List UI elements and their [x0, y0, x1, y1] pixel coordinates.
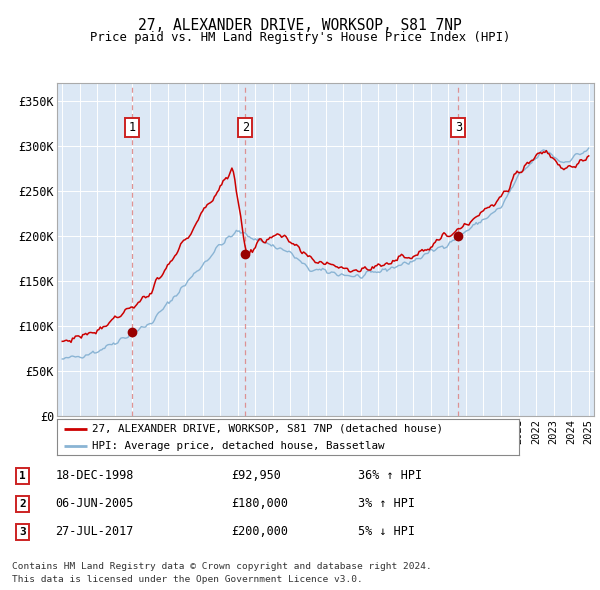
Text: 2: 2: [242, 121, 249, 134]
Text: 3: 3: [19, 527, 26, 537]
Text: £200,000: £200,000: [231, 525, 288, 538]
Text: 1: 1: [128, 121, 136, 134]
Text: 27-JUL-2017: 27-JUL-2017: [55, 525, 134, 538]
Text: 3% ↑ HPI: 3% ↑ HPI: [358, 497, 415, 510]
Text: Contains HM Land Registry data © Crown copyright and database right 2024.: Contains HM Land Registry data © Crown c…: [12, 562, 432, 571]
Text: This data is licensed under the Open Government Licence v3.0.: This data is licensed under the Open Gov…: [12, 575, 363, 584]
Text: £180,000: £180,000: [231, 497, 288, 510]
Text: 1: 1: [19, 471, 26, 481]
Text: £92,950: £92,950: [231, 470, 281, 483]
Text: HPI: Average price, detached house, Bassetlaw: HPI: Average price, detached house, Bass…: [92, 441, 384, 451]
Text: 27, ALEXANDER DRIVE, WORKSOP, S81 7NP (detached house): 27, ALEXANDER DRIVE, WORKSOP, S81 7NP (d…: [92, 424, 443, 434]
Text: 5% ↓ HPI: 5% ↓ HPI: [358, 525, 415, 538]
Text: 27, ALEXANDER DRIVE, WORKSOP, S81 7NP: 27, ALEXANDER DRIVE, WORKSOP, S81 7NP: [138, 18, 462, 33]
Text: 36% ↑ HPI: 36% ↑ HPI: [358, 470, 422, 483]
Text: 2: 2: [19, 499, 26, 509]
Text: 18-DEC-1998: 18-DEC-1998: [55, 470, 134, 483]
Text: 06-JUN-2005: 06-JUN-2005: [55, 497, 134, 510]
Text: Price paid vs. HM Land Registry's House Price Index (HPI): Price paid vs. HM Land Registry's House …: [90, 31, 510, 44]
Text: 3: 3: [455, 121, 462, 134]
